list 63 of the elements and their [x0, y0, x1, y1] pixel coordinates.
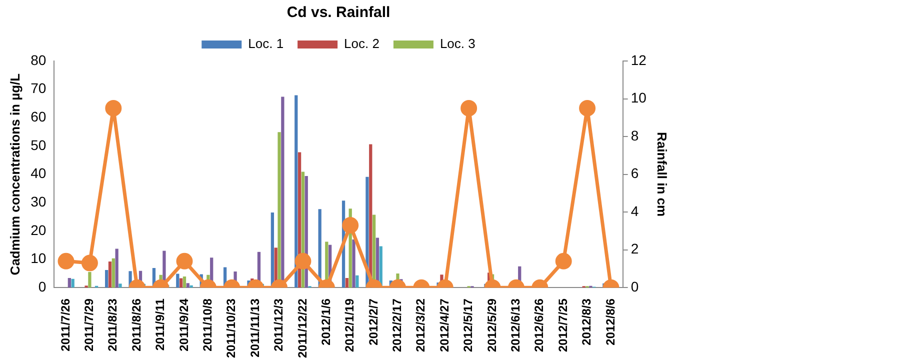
x-tick-label: 2011/12/3 — [272, 298, 286, 352]
x-tick-label: 2011/8/26 — [129, 298, 144, 352]
y2-axis-title: Rainfall in cm — [654, 132, 670, 217]
bar — [186, 283, 190, 288]
x-tick-label: 2012/8/6 — [603, 298, 618, 346]
x-tick-label: 2012/3/22 — [414, 298, 428, 352]
bar — [71, 278, 74, 288]
y-tick-label: 70 — [30, 80, 46, 96]
y-axis-title: Cadmium concentrations in µg/L — [7, 73, 22, 276]
x-tick-label: 2011/7/29 — [82, 298, 96, 352]
x-tick-label: 2011/12/22 — [295, 298, 310, 358]
y-tick-label: 80 — [30, 52, 46, 68]
x-tick-label: 2011/11/13 — [248, 298, 262, 358]
bar — [118, 284, 122, 288]
bar — [352, 239, 356, 288]
bar — [270, 212, 274, 288]
x-tick-label: 2012/4/27 — [437, 298, 452, 352]
y2-tick-label: 12 — [630, 52, 647, 68]
x-tick-label: 2011/10/8 — [200, 298, 214, 352]
bar — [115, 248, 118, 288]
x-tick-label: 2011/7/26 — [58, 298, 72, 352]
legend-label: Loc. 2 — [344, 36, 380, 52]
y2-tick-label: 8 — [630, 127, 639, 144]
bar — [345, 278, 349, 288]
x-tick-label: 2011/9/11 — [153, 298, 168, 351]
x-tick-label: 2012/6/13 — [508, 298, 523, 352]
x-tick-label: 2012/6/26 — [532, 298, 546, 352]
x-tick-label: 2012/5/29 — [484, 298, 499, 352]
y2-tick-label: 10 — [630, 90, 647, 106]
bar — [88, 272, 92, 288]
bar — [356, 275, 359, 288]
x-tick-label: 2012/7/25 — [556, 298, 570, 352]
legend-label: Loc. 3 — [440, 36, 476, 52]
bar — [190, 285, 193, 288]
x-tick-label: 2012/2/17 — [390, 298, 404, 352]
x-tick-label: 2012/1/19 — [342, 298, 357, 352]
x-tick-label: 2011/8/23 — [106, 298, 120, 352]
x-tick-label: 2011/10/23 — [224, 298, 238, 358]
y2-tick-label: 4 — [630, 202, 639, 219]
x-tick-label: 2012/2/7 — [366, 298, 380, 346]
bar — [176, 274, 180, 288]
bar — [105, 270, 108, 288]
y-tick-label: 20 — [30, 222, 46, 238]
chart-title: Cd vs. Rainfall — [286, 4, 390, 22]
y-tick-label: 60 — [30, 108, 46, 125]
x-tick-label: 2012/5/17 — [461, 298, 476, 352]
y-tick-label: 50 — [30, 136, 46, 153]
y2-tick-label: 6 — [630, 165, 639, 182]
legend-label: Loc. 1 — [248, 36, 284, 52]
y2-tick-label: 2 — [630, 240, 639, 257]
bar — [112, 258, 115, 288]
bar — [182, 276, 186, 288]
x-tick-label: 2011/9/24 — [176, 298, 191, 352]
bar — [108, 262, 112, 288]
y-tick-label: 40 — [30, 165, 46, 182]
x-tick-label: 2012/8/3 — [580, 298, 594, 346]
x-tick-label: 2012/1/6 — [318, 298, 333, 346]
bar — [180, 278, 183, 288]
bar — [68, 278, 71, 288]
y-tick-label: 30 — [30, 193, 46, 210]
y-tick-label: 0 — [38, 278, 46, 294]
y2-tick-label: 0 — [630, 278, 639, 294]
y-tick-label: 10 — [30, 250, 46, 266]
